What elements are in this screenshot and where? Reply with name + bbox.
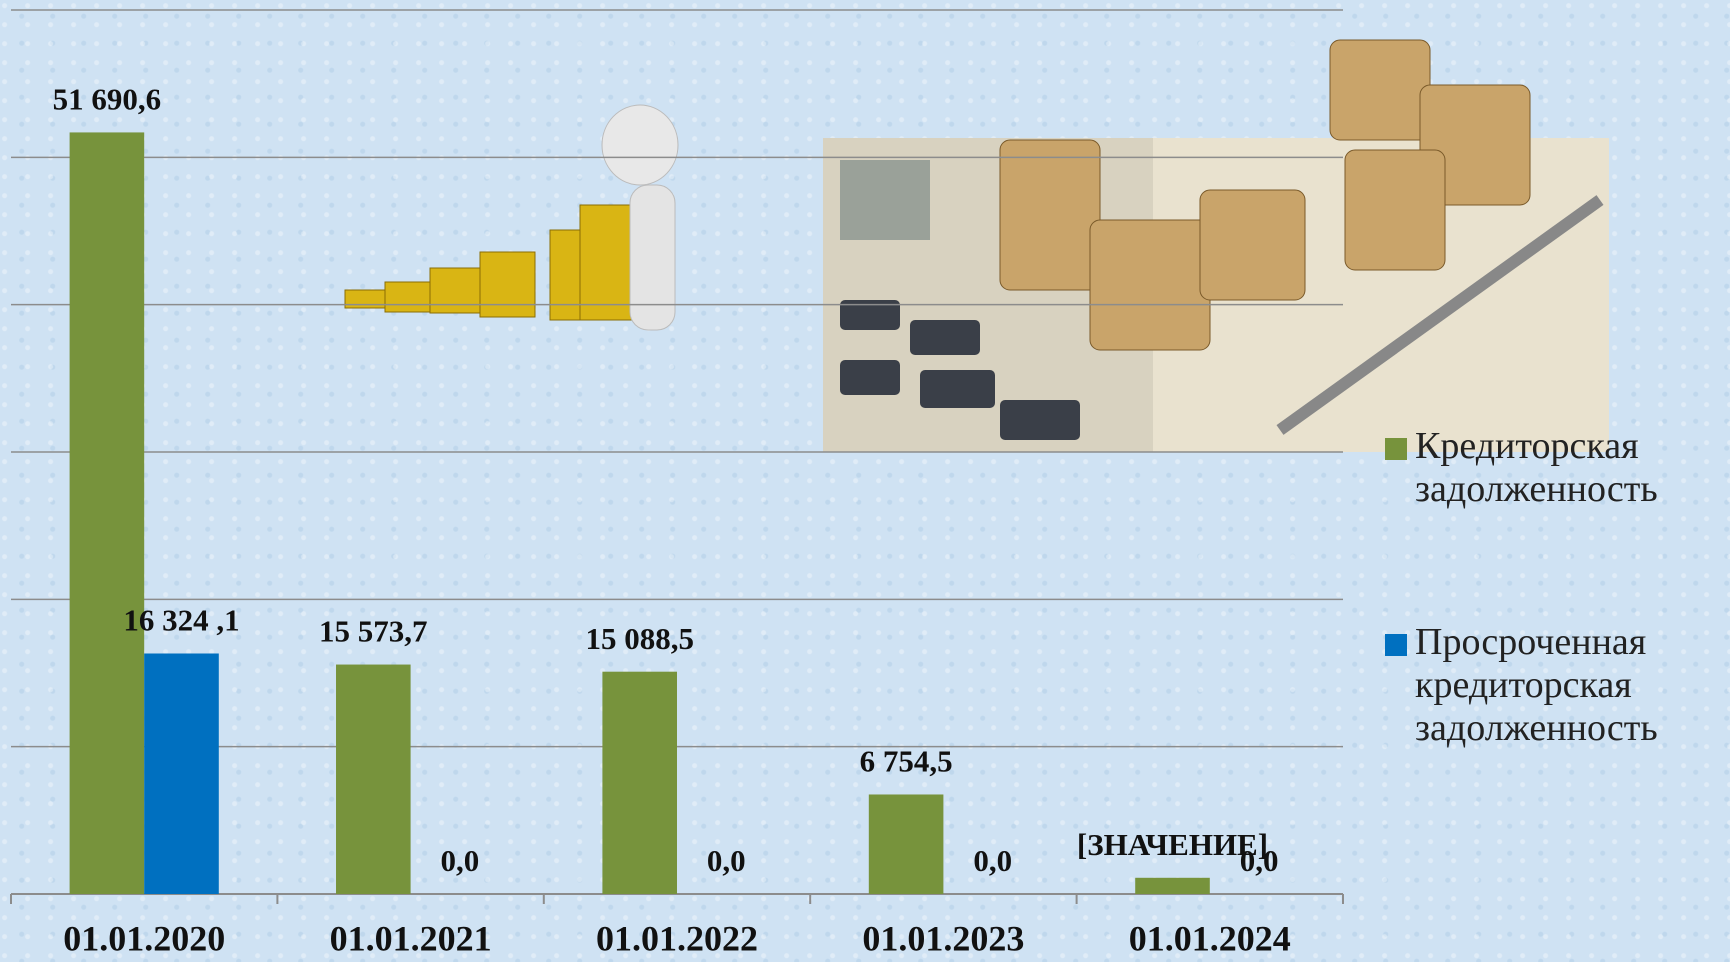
value-label: 16 324 ,1 [123, 603, 239, 638]
x-tick-label: 01.01.2024 [1129, 918, 1291, 958]
legend-item: Кредиторская задолженность [1385, 425, 1715, 511]
value-label: 0,0 [707, 843, 746, 878]
legend-item: Просроченная кредиторская задолженность [1385, 621, 1715, 750]
x-tick-label: 01.01.2022 [596, 918, 758, 958]
x-tick-label: 01.01.2021 [330, 918, 492, 958]
value-label: [ЗНАЧЕНИЕ] [1077, 827, 1268, 862]
bar [69, 132, 145, 894]
value-label: 0,0 [1240, 843, 1279, 878]
value-label: 51 690,6 [53, 82, 162, 117]
legend: Кредиторская задолженность Просроченная к… [1385, 425, 1715, 860]
legend-swatch [1385, 438, 1407, 460]
value-label: 0,0 [441, 843, 480, 878]
value-label: 15 088,5 [585, 621, 694, 656]
value-label: 15 573,7 [319, 614, 428, 649]
x-tick-label: 01.01.2020 [63, 918, 225, 958]
bar [1135, 877, 1210, 894]
legend-swatch [1385, 634, 1407, 656]
value-label: 0,0 [973, 843, 1012, 878]
bar [336, 664, 411, 894]
bar [144, 653, 219, 894]
x-tick-label: 01.01.2023 [862, 918, 1024, 958]
value-label: 6 754,5 [860, 744, 953, 779]
legend-label: Просроченная кредиторская задолженность [1415, 621, 1658, 749]
decoration [344, 39, 1609, 452]
legend-label: Кредиторская задолженность [1415, 425, 1658, 510]
bar [602, 671, 677, 894]
bar [868, 794, 944, 894]
